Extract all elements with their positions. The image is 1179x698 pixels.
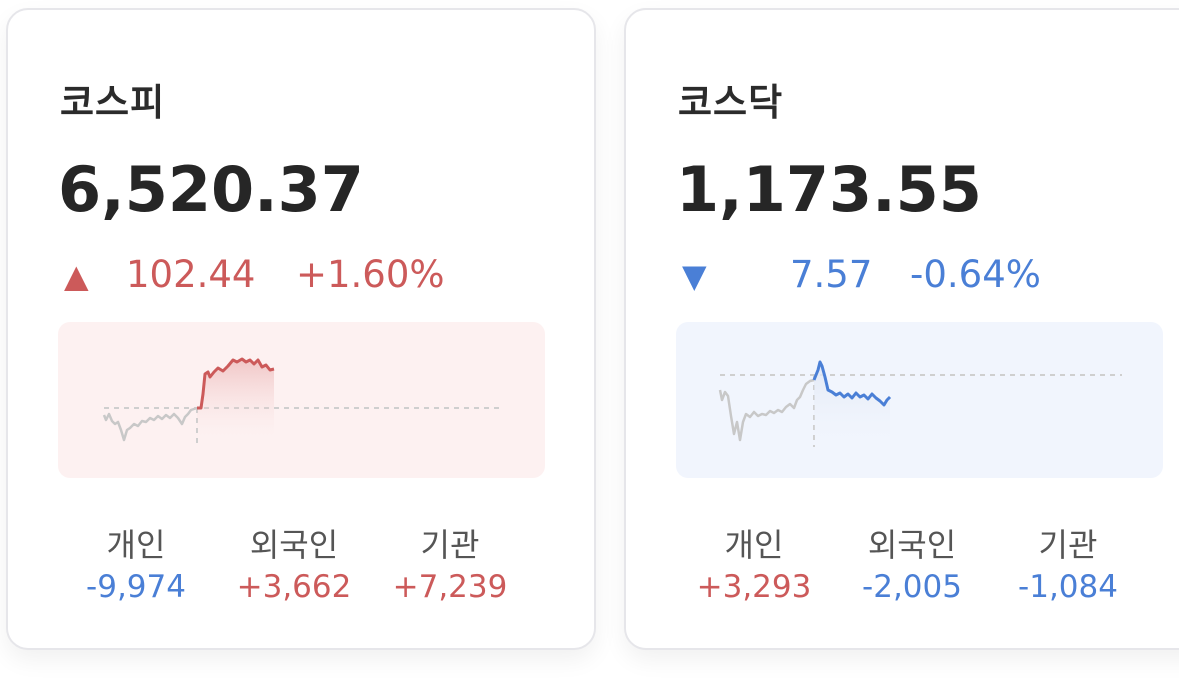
index-name: 코스닥 xyxy=(678,81,784,124)
index-change-percent: -0.64% xyxy=(910,253,1041,296)
flow-foreign: 외국인 +3,662 xyxy=(224,525,364,609)
investor-flows: 개인 +3,293 외국인 -2,005 기관 -1,084 xyxy=(672,525,1142,625)
flow-individual: 개인 +3,293 xyxy=(684,525,824,609)
index-change-value: 102.44 xyxy=(126,253,256,296)
flow-value: +3,293 xyxy=(696,569,812,605)
flow-label: 외국인 xyxy=(867,526,957,564)
flow-institution: 기관 -1,084 xyxy=(998,525,1138,609)
kosdaq-card[interactable]: 코스닥 1,173.55 ▼ 7.57 -0.64% 개인 +3,293 외국 xyxy=(624,8,1179,650)
flow-individual: 개인 -9,974 xyxy=(66,525,206,609)
sparkline-prev-line xyxy=(102,406,198,442)
flow-foreign: 외국인 -2,005 xyxy=(842,525,982,609)
flow-value: -9,974 xyxy=(86,569,186,605)
index-value: 1,173.55 xyxy=(676,153,982,226)
arrow-up-icon: ▲ xyxy=(64,257,89,295)
flow-value: +7,239 xyxy=(392,569,508,605)
flow-value: +3,662 xyxy=(236,569,352,605)
arrow-down-icon: ▼ xyxy=(682,257,707,295)
flow-label: 외국인 xyxy=(249,526,339,564)
kospi-card[interactable]: 코스피 6,520.37 ▲ 102.44 +1.60% 개인 -9,974 xyxy=(6,8,596,650)
sparkline-svg xyxy=(102,357,504,447)
flow-institution: 기관 +7,239 xyxy=(380,525,520,609)
flow-label: 개인 xyxy=(724,526,784,564)
sparkline-area xyxy=(197,359,274,437)
flow-value: -2,005 xyxy=(862,569,962,605)
kospi-sparkline xyxy=(58,322,545,478)
flow-label: 개인 xyxy=(106,526,166,564)
index-change-percent: +1.60% xyxy=(296,253,445,296)
sparkline-prev-line xyxy=(718,378,815,442)
sparkline-line xyxy=(197,357,275,410)
index-change-value: 7.57 xyxy=(790,253,873,296)
sparkline-line xyxy=(812,360,892,407)
sparkline-area xyxy=(814,362,890,442)
flow-label: 기관 xyxy=(420,526,480,564)
index-value: 6,520.37 xyxy=(58,153,364,226)
flow-label: 기관 xyxy=(1038,526,1098,564)
sparkline-svg xyxy=(718,360,1122,447)
investor-flows: 개인 -9,974 외국인 +3,662 기관 +7,239 xyxy=(54,525,524,625)
flow-value: -1,084 xyxy=(1018,569,1118,605)
index-name: 코스피 xyxy=(60,81,166,124)
kosdaq-sparkline xyxy=(676,322,1163,478)
